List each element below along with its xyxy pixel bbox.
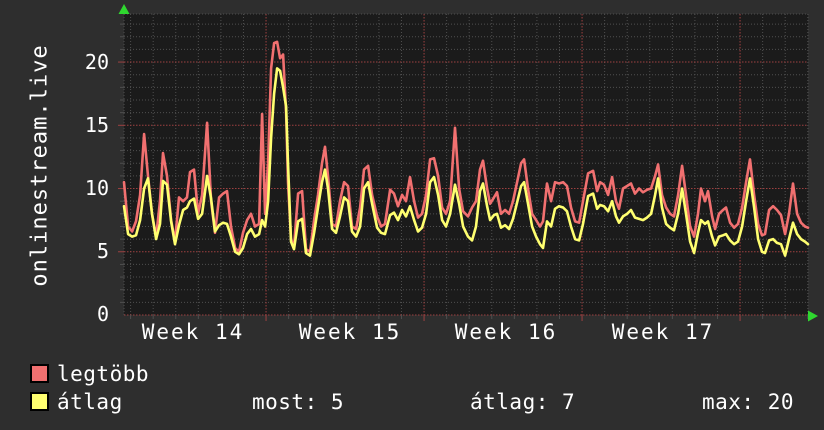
x-axis-label: Week 14 — [141, 320, 245, 344]
axis-ticks — [118, 23, 809, 321]
y-axis-label: 15 — [84, 113, 109, 138]
series-line-legtobb — [122, 40, 810, 254]
plot-area — [124, 14, 808, 315]
stat-atlag: átlag: 7 — [470, 390, 576, 414]
stat-most: most: 5 — [252, 390, 345, 414]
y-axis-label: 10 — [84, 176, 109, 201]
x-axis-arrow-right-icon — [808, 310, 818, 322]
legend-label-legtobb: legtöbb — [57, 362, 150, 386]
grid-minor-lines — [123, 13, 809, 315]
series-line-atlag — [122, 67, 810, 257]
y-axis-label: 0 — [96, 302, 109, 327]
x-axis-label: Week 16 — [454, 320, 558, 344]
y-axis-arrow-up-icon — [118, 4, 130, 14]
x-axis-label: Week 17 — [611, 320, 715, 344]
legend-swatch-atlag — [30, 392, 49, 411]
y-axis-label: 5 — [96, 239, 109, 264]
stat-max: max: 20 — [702, 390, 795, 414]
y-axis-label: 20 — [84, 50, 109, 75]
legend-swatch-legtobb — [30, 364, 49, 383]
x-axis-label: Week 15 — [298, 320, 402, 344]
legend-label-atlag: átlag — [57, 390, 123, 414]
